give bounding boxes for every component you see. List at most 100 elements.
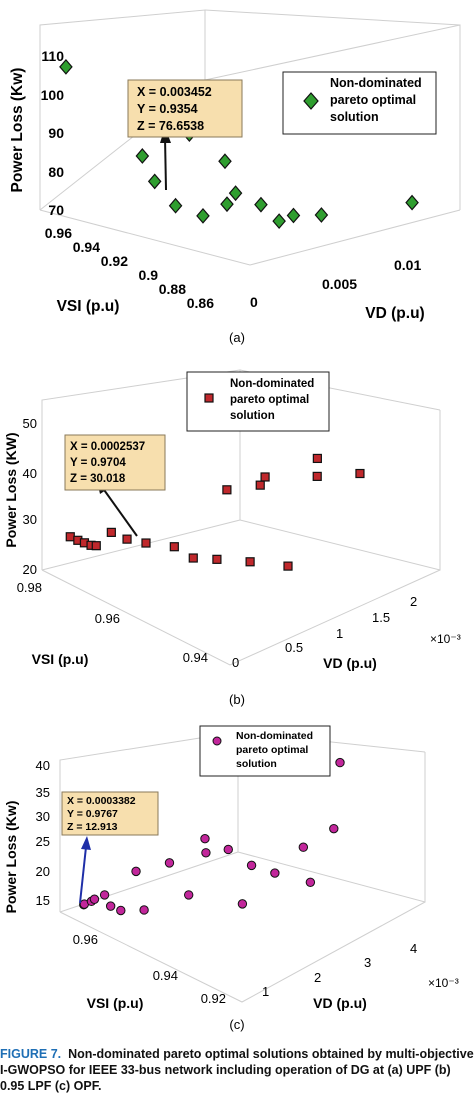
vd-tick-label: 2: [410, 594, 417, 609]
data-point: [91, 541, 101, 551]
data-point: [135, 148, 150, 164]
z-tick-label: 40: [36, 758, 50, 773]
vd-axis-label: VD (p.u): [323, 655, 377, 671]
data-point: [200, 833, 210, 844]
data-point: [255, 480, 265, 490]
vsi-axis-label: VSI (p.u): [32, 651, 89, 667]
panel-label: (c): [229, 1017, 244, 1032]
data-point: [184, 890, 194, 900]
vd-tick-label: 2: [314, 970, 321, 985]
datatip-x: X = 0.0003382: [67, 795, 136, 807]
figure-caption: FIGURE 7. Non-dominated pareto optimal s…: [0, 1046, 474, 1094]
data-point: [65, 532, 75, 542]
vd-axis-label: VD (p.u): [365, 305, 424, 322]
legend-line-3: solution: [330, 110, 379, 124]
vd-tick-label: 1.5: [372, 610, 390, 625]
data-point: [305, 877, 316, 888]
chart-panel-c: X = 0.0003382 Y = 0.9767 Z = 12.913 Non-…: [3, 725, 459, 1032]
data-point: [286, 207, 301, 224]
z-axis-label: Power Loss (KW): [3, 432, 19, 547]
vd-tick-label: 0.005: [322, 276, 357, 292]
vsi-tick-label: 0.94: [153, 968, 178, 983]
z-tick-label: 20: [23, 562, 37, 577]
z-tick-labels: 70 80 90 100 110: [41, 48, 65, 218]
z-tick-label: 15: [36, 893, 50, 908]
legend-line-3: solution: [230, 410, 275, 422]
vd-tick-label: 0.5: [285, 640, 303, 655]
panel-label: (b): [229, 692, 245, 707]
vd-tick-labels: 1 2 3 4: [262, 941, 417, 999]
vsi-tick-label: 0.92: [201, 991, 226, 1006]
legend: Non-dominated pareto optimal solution: [282, 71, 437, 135]
data-point: [272, 213, 286, 230]
vd-tick-label: 1: [262, 984, 269, 999]
vd-tick-label: 0: [232, 655, 239, 670]
chart-panel-a: X = 0.003452 Y = 0.9354 Z = 76.6538 Non-…: [9, 9, 461, 345]
legend-line-1: Non-dominated: [236, 730, 313, 742]
vsi-tick-label: 0.98: [17, 580, 42, 595]
vsi-tick-label: 0.96: [95, 611, 120, 626]
legend-line-3: solution: [236, 758, 277, 770]
z-tick-label: 100: [41, 87, 65, 103]
vd-multiplier: ×10⁻³: [430, 632, 461, 646]
z-tick-label: 40: [23, 466, 37, 481]
datatip-x: X = 0.0002537: [70, 441, 145, 453]
vd-tick-label: 0.01: [394, 257, 421, 273]
data-point: [254, 196, 268, 213]
data-point: [106, 527, 116, 537]
data-point: [298, 842, 309, 852]
vsi-tick-label: 0.9: [139, 267, 159, 283]
data-point: [89, 894, 100, 904]
data-point: [312, 471, 322, 481]
data-point: [218, 153, 232, 170]
legend-line-2: pareto optimal: [236, 744, 308, 756]
legend-line-1: Non-dominated: [330, 76, 422, 90]
datatip-y: Y = 0.9704: [70, 457, 126, 469]
data-point: [223, 844, 233, 855]
z-tick-labels: 20 30 40 50: [23, 416, 37, 577]
datatip-y: Y = 0.9767: [67, 808, 118, 820]
caption-label: FIGURE 7.: [0, 1047, 62, 1061]
z-tick-label: 20: [36, 864, 50, 879]
data-point: [169, 542, 179, 552]
vd-tick-labels: 0 0.5 1 1.5 2: [232, 594, 417, 670]
datatip-x: X = 0.003452: [137, 85, 212, 99]
data-point: [201, 848, 211, 858]
vsi-tick-labels: 0.96 0.94 0.92 0.9 0.88 0.86: [45, 225, 214, 311]
vd-multiplier: ×10⁻³: [428, 976, 459, 990]
data-point: [147, 173, 162, 190]
z-tick-labels: 15 20 25 30 35 40: [36, 758, 50, 908]
vsi-axis-label: VSI (p.u): [57, 298, 120, 315]
data-point: [196, 207, 210, 224]
legend-line-1: Non-dominated: [230, 378, 314, 390]
vsi-tick-labels: 0.98 0.96 0.94: [17, 580, 208, 665]
z-tick-label: 25: [36, 834, 50, 849]
z-tick-label: 110: [41, 48, 64, 64]
z-tick-label: 90: [48, 125, 64, 141]
vd-tick-labels: 0 0.005 0.01: [250, 257, 421, 310]
legend-line-2: pareto optimal: [230, 394, 309, 406]
axes-box: [41, 369, 441, 666]
data-point: [245, 557, 255, 567]
vsi-axis-label: VSI (p.u): [87, 995, 144, 1011]
data-point: [405, 194, 419, 211]
vsi-tick-labels: 0.96 0.94 0.92: [73, 932, 226, 1006]
z-axis-label: Power Loss (Kw): [9, 68, 26, 193]
data-point: [188, 553, 198, 563]
data-point: [228, 185, 243, 202]
data-point: [312, 453, 322, 464]
panel-label: (a): [229, 330, 245, 345]
datatip-callout: X = 0.003452 Y = 0.9354 Z = 76.6538: [127, 79, 243, 191]
data-point: [139, 905, 149, 915]
vsi-tick-label: 0.88: [159, 281, 186, 297]
data-point: [355, 468, 365, 479]
data-point: [246, 860, 257, 871]
vd-tick-label: 1: [336, 626, 343, 641]
data-point: [237, 899, 248, 909]
datatip-z: Z = 12.913: [67, 821, 118, 833]
z-tick-label: 50: [23, 416, 37, 431]
data-point: [270, 868, 280, 878]
data-point: [335, 757, 345, 768]
data-point: [105, 901, 116, 911]
z-axis-label: Power Loss (Kw): [3, 801, 19, 914]
